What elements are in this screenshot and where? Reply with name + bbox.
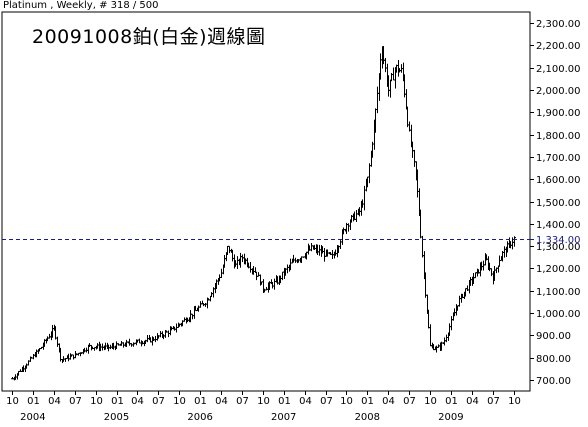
y-tick-label: 2,000.00 [536,86,581,97]
x-tick-label: 07 [236,396,249,407]
year-label: 2004 [20,412,45,423]
instrument-name: Platinum [3,0,48,11]
x-tick-label: 07 [487,396,500,407]
y-tick-label: 1,100.00 [536,287,581,298]
y-tick-label: 1,800.00 [536,131,581,142]
y-tick-label: 1,900.00 [536,108,581,119]
y-tick-label: 1,400.00 [536,220,581,231]
x-tick-label: 04 [382,396,395,407]
chart-header: Platinum , Weekly, # 318 / 500 [3,0,159,11]
y-tick-label: 700.00 [536,376,571,387]
header-sep: , [47,0,57,11]
header-sep: , [92,0,100,11]
year-label: 2006 [187,412,212,423]
x-tick-label: 10 [340,396,353,407]
x-tick-label: 10 [173,396,186,407]
reference-label: 1,334.00 [536,235,581,246]
year-label: 2005 [104,412,129,423]
y-tick-label: 800.00 [536,354,571,365]
y-tick-label: 1,600.00 [536,175,581,186]
x-tick-label: 01 [111,396,124,407]
x-tick-label: 10 [508,396,521,407]
x-tick-label: 01 [361,396,374,407]
x-tick-label: 01 [27,396,40,407]
y-tick-label: 1,200.00 [536,264,581,275]
y-tick-label: 2,300.00 [536,19,581,30]
y-tick-label: 2,200.00 [536,41,581,52]
x-tick-label: 01 [194,396,207,407]
x-tick-label: 10 [257,396,270,407]
year-label: 2008 [355,412,380,423]
x-tick-label: 04 [131,396,144,407]
plot-frame [1,11,531,392]
x-tick-label: 04 [299,396,312,407]
year-label: 2007 [271,412,296,423]
period-label: Weekly [56,0,93,11]
x-tick-label: 04 [466,396,479,407]
y-tick-label: 1,500.00 [536,198,581,209]
x-tick-label: 04 [48,396,61,407]
x-tick-label: 10 [6,396,19,407]
bar-count: # 318 / 500 [99,0,159,11]
y-tick-label: 1,300.00 [536,242,581,253]
x-tick-label: 10 [90,396,103,407]
y-tick-label: 1,700.00 [536,153,581,164]
y-tick-label: 900.00 [536,331,571,342]
x-tick-label: 01 [445,396,458,407]
x-tick-label: 07 [152,396,165,407]
x-tick-label: 07 [320,396,333,407]
chart-title: 20091008鉑(白金)週線圖 [32,26,266,48]
x-tick-label: 10 [424,396,437,407]
x-tick-label: 04 [215,396,228,407]
y-tick-label: 1,000.00 [536,309,581,320]
x-tick-label: 01 [278,396,291,407]
x-tick-label: 07 [69,396,82,407]
year-label: 2009 [438,412,463,423]
y-tick-label: 2,100.00 [536,64,581,75]
x-tick-label: 07 [403,396,416,407]
